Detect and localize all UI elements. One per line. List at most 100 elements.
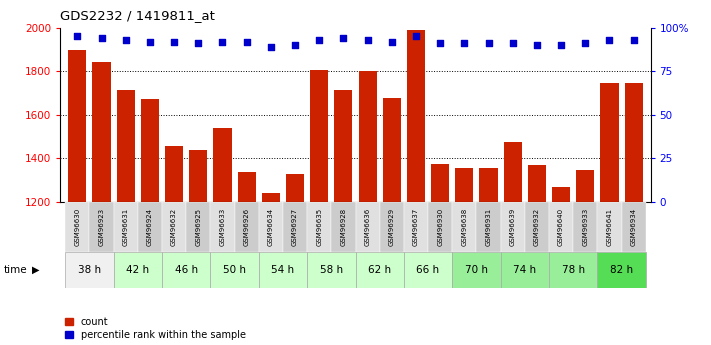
Text: GSM96934: GSM96934: [631, 208, 636, 246]
Bar: [356, 202, 380, 252]
Bar: [431, 164, 449, 202]
Text: GSM96630: GSM96630: [75, 208, 80, 246]
Text: GSM96923: GSM96923: [99, 208, 105, 246]
Point: [483, 40, 494, 46]
Bar: [597, 252, 646, 288]
Legend: count, percentile rank within the sample: count, percentile rank within the sample: [65, 317, 246, 340]
Bar: [259, 252, 307, 288]
Bar: [141, 99, 159, 202]
Text: GSM96927: GSM96927: [292, 208, 298, 246]
Text: GSM96925: GSM96925: [196, 208, 201, 246]
Text: GSM96634: GSM96634: [268, 208, 274, 246]
Text: GSM96929: GSM96929: [389, 208, 395, 246]
Bar: [283, 202, 307, 252]
Bar: [210, 202, 235, 252]
Text: ▶: ▶: [32, 265, 40, 275]
Text: GSM96640: GSM96640: [558, 208, 564, 246]
Text: GSM96633: GSM96633: [220, 208, 225, 246]
Bar: [334, 90, 353, 202]
Text: GSM96639: GSM96639: [510, 208, 515, 246]
Point: [338, 35, 349, 41]
Text: 70 h: 70 h: [465, 265, 488, 275]
Bar: [549, 202, 573, 252]
Bar: [189, 150, 208, 202]
Bar: [624, 83, 643, 202]
Bar: [501, 202, 525, 252]
Point: [72, 33, 83, 39]
Bar: [479, 168, 498, 202]
Bar: [407, 30, 425, 202]
Bar: [452, 202, 476, 252]
Text: 78 h: 78 h: [562, 265, 584, 275]
Bar: [117, 90, 135, 202]
Point: [459, 40, 470, 46]
Text: GSM96641: GSM96641: [606, 208, 612, 246]
Bar: [549, 252, 597, 288]
Text: 58 h: 58 h: [320, 265, 343, 275]
Point: [169, 39, 180, 44]
Text: 62 h: 62 h: [368, 265, 391, 275]
Bar: [65, 202, 90, 252]
Bar: [90, 202, 114, 252]
Bar: [262, 193, 280, 202]
Bar: [552, 187, 570, 202]
Point: [555, 42, 567, 48]
Bar: [380, 202, 404, 252]
Point: [507, 40, 518, 46]
Bar: [310, 70, 328, 202]
Point: [144, 39, 156, 44]
Text: GDS2232 / 1419811_at: GDS2232 / 1419811_at: [60, 9, 215, 22]
Text: GSM96930: GSM96930: [437, 208, 443, 246]
Text: time: time: [4, 265, 27, 275]
Text: 46 h: 46 h: [175, 265, 198, 275]
Point: [531, 42, 542, 48]
Bar: [213, 128, 232, 202]
Point: [362, 37, 373, 42]
Bar: [259, 202, 283, 252]
Point: [579, 40, 591, 46]
Bar: [452, 252, 501, 288]
Bar: [92, 62, 111, 202]
Text: GSM96638: GSM96638: [461, 208, 467, 246]
Bar: [503, 142, 522, 202]
Bar: [162, 252, 210, 288]
Point: [217, 39, 228, 44]
Bar: [114, 202, 138, 252]
Bar: [455, 168, 474, 202]
Bar: [307, 202, 331, 252]
Bar: [331, 202, 356, 252]
Text: GSM96931: GSM96931: [486, 208, 491, 246]
Point: [314, 37, 325, 42]
Bar: [235, 202, 259, 252]
Bar: [476, 202, 501, 252]
Bar: [68, 50, 87, 202]
Text: GSM96636: GSM96636: [365, 208, 370, 246]
Bar: [65, 252, 114, 288]
Text: GSM96631: GSM96631: [123, 208, 129, 246]
Bar: [383, 98, 401, 202]
Point: [193, 40, 204, 46]
Point: [434, 40, 446, 46]
Text: GSM96924: GSM96924: [147, 208, 153, 246]
Bar: [573, 202, 597, 252]
Text: GSM96632: GSM96632: [171, 208, 177, 246]
Point: [289, 42, 301, 48]
Bar: [237, 172, 256, 202]
Text: 82 h: 82 h: [610, 265, 633, 275]
Point: [241, 39, 252, 44]
Point: [604, 37, 615, 42]
Bar: [162, 202, 186, 252]
Text: 38 h: 38 h: [78, 265, 101, 275]
Text: 74 h: 74 h: [513, 265, 536, 275]
Bar: [114, 252, 162, 288]
Bar: [356, 252, 404, 288]
Point: [96, 35, 107, 41]
Bar: [597, 202, 621, 252]
Bar: [404, 252, 452, 288]
Bar: [525, 202, 549, 252]
Text: GSM96926: GSM96926: [244, 208, 250, 246]
Bar: [428, 202, 452, 252]
Text: 54 h: 54 h: [272, 265, 294, 275]
Point: [628, 37, 639, 42]
Text: 50 h: 50 h: [223, 265, 246, 275]
